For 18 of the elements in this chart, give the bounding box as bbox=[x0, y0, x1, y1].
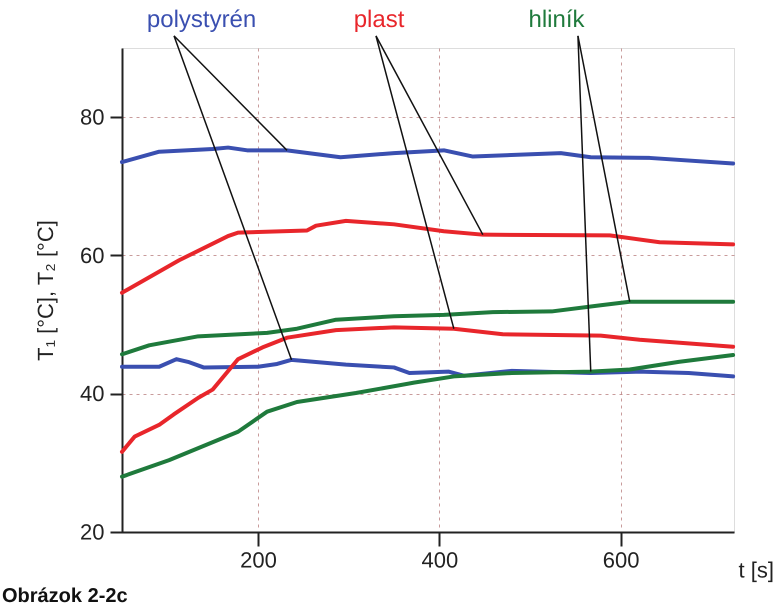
y-tick-label: 20 bbox=[80, 520, 104, 544]
line-series bbox=[120, 300, 736, 356]
x-tick-label: 200 bbox=[240, 548, 277, 572]
x-tick-label: 400 bbox=[421, 548, 458, 572]
y-tick-label: 80 bbox=[80, 104, 104, 130]
text: Obrázok 2-2c bbox=[2, 585, 128, 607]
y-axis-title: T₁ [°C], T₂ [°C] bbox=[33, 220, 58, 361]
x-tick-label: 600 bbox=[602, 548, 640, 572]
line-series bbox=[120, 352, 736, 479]
text: hliník bbox=[528, 6, 586, 33]
y-tick-label: 60 bbox=[80, 242, 104, 268]
text: plast bbox=[354, 6, 405, 33]
text: polystyrén bbox=[146, 6, 256, 33]
line-series bbox=[120, 146, 736, 166]
x-axis-title: t [s] bbox=[738, 558, 774, 582]
line-series bbox=[120, 325, 736, 454]
y-tick-label: 40 bbox=[80, 381, 104, 406]
line-series bbox=[120, 218, 736, 295]
